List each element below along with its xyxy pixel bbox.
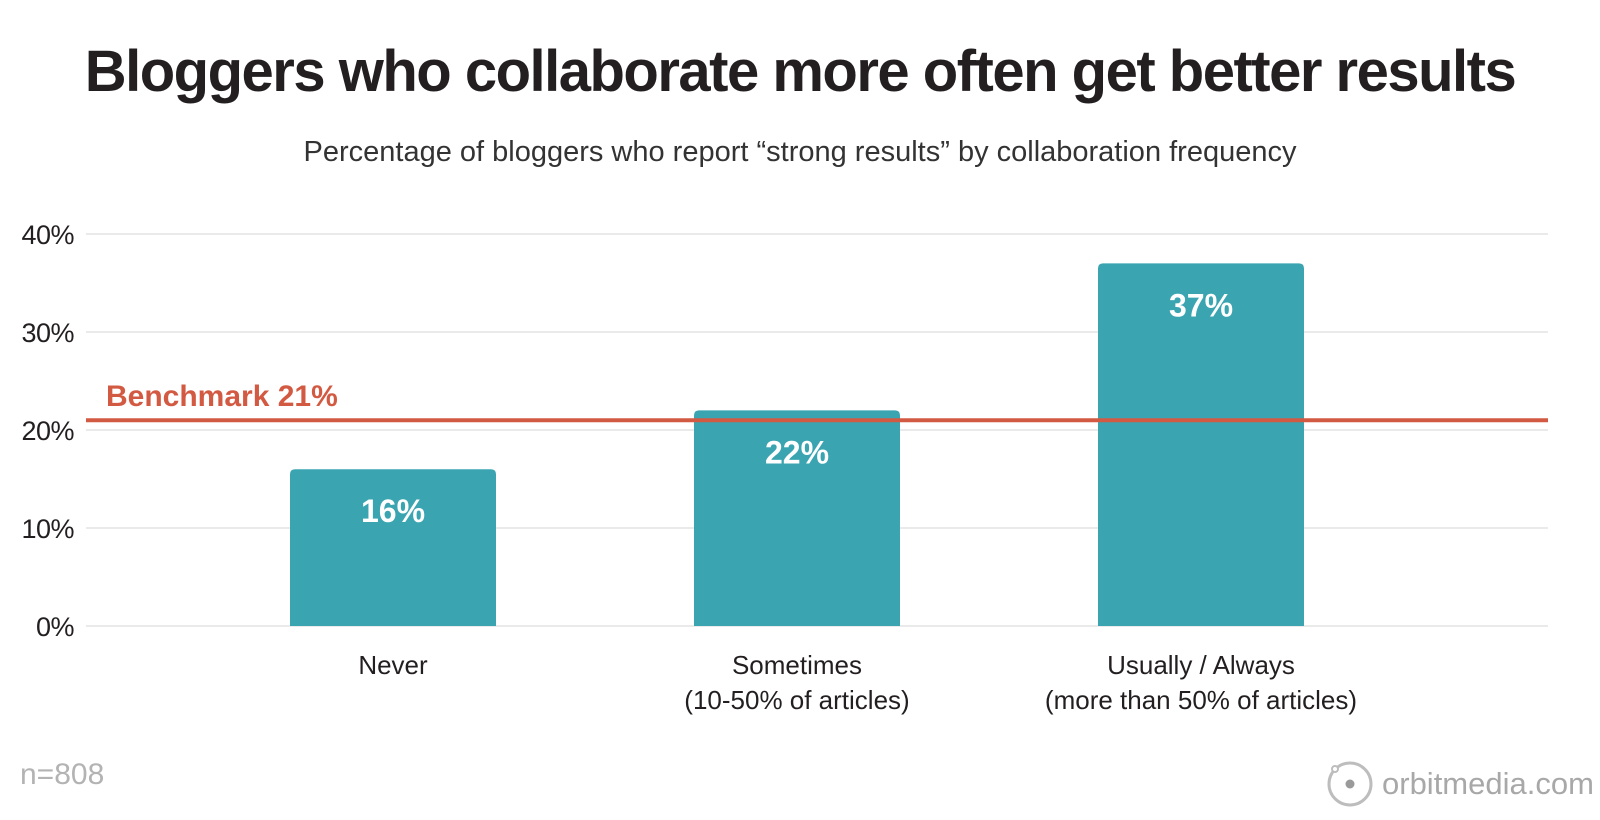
y-tick-label: 0% <box>36 612 75 642</box>
bar <box>290 469 496 626</box>
data-label: 22% <box>765 434 829 470</box>
benchmark: Benchmark 21% <box>86 380 1548 423</box>
chart-title: Bloggers who collaborate more often get … <box>84 39 1517 104</box>
x-tick-label: Never <box>358 650 428 680</box>
y-tick-label: 40% <box>21 220 74 250</box>
brand-footer[interactable]: orbitmedia.com <box>1326 760 1594 808</box>
orbit-logo-icon <box>1327 761 1373 807</box>
data-label: 16% <box>361 493 425 529</box>
brand-name: orbitmedia.com <box>1382 766 1594 801</box>
bars <box>290 263 1304 626</box>
bar <box>1098 263 1304 626</box>
y-tick-label: 20% <box>21 416 74 446</box>
data-labels: 16% 22% 37% <box>361 287 1233 529</box>
chart-subtitle: Percentage of bloggers who report “stron… <box>303 136 1297 168</box>
x-tick-label: (10-50% of articles) <box>684 685 909 715</box>
sample-size: n=808 <box>20 758 105 791</box>
y-tick-label: 30% <box>21 318 74 348</box>
data-label: 37% <box>1169 287 1233 323</box>
x-axis: Never Sometimes (10-50% of articles) Usuall… <box>358 650 1357 715</box>
y-axis: 0% 10% 20% 30% 40% <box>21 220 75 642</box>
x-tick-label: (more than 50% of articles) <box>1045 685 1357 715</box>
benchmark-label: Benchmark 21% <box>106 380 338 413</box>
bar <box>694 410 900 626</box>
x-tick-label: Usually / Always <box>1107 650 1295 680</box>
x-tick-label: Sometimes <box>732 650 862 680</box>
y-tick-label: 10% <box>21 514 74 544</box>
